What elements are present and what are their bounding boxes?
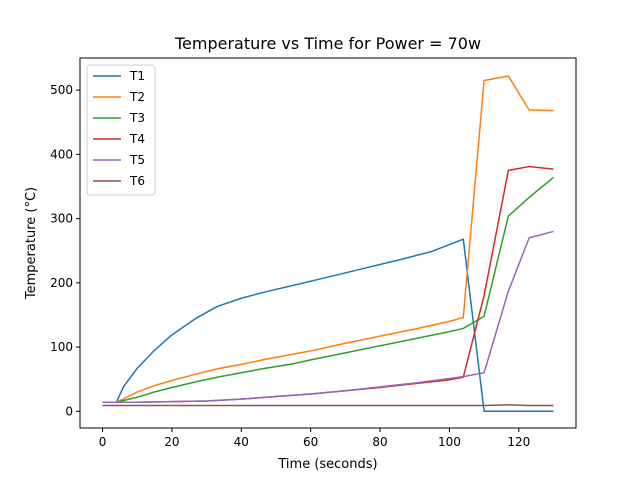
y-axis-label: Temperature (°C) <box>24 187 39 300</box>
x-tick-label: 120 <box>507 435 530 449</box>
y-tick-label: 0 <box>65 404 73 418</box>
x-tick-label: 60 <box>303 435 318 449</box>
series-line-t2 <box>102 75 554 404</box>
y-axis-ticks: 0 100 200 300 400 500 <box>50 83 80 418</box>
x-axis-label: Time (seconds) <box>277 457 377 472</box>
legend-label-t6: T6 <box>129 174 145 188</box>
legend-label-t4: T4 <box>129 132 145 146</box>
y-tick-label: 100 <box>50 340 73 354</box>
legend-label-t5: T5 <box>129 153 145 167</box>
plot-frame <box>79 57 577 429</box>
x-axis-ticks: 0 20 40 60 80 100 120 <box>99 428 530 449</box>
legend-label-t2: T2 <box>129 90 145 104</box>
x-tick-label: 0 <box>99 435 107 449</box>
x-tick-label: 20 <box>164 435 179 449</box>
chart-title: Temperature vs Time for Power = 70w <box>174 34 481 53</box>
plot-area <box>80 58 576 428</box>
x-tick-label: 40 <box>234 435 249 449</box>
series-line-t1 <box>102 238 554 413</box>
series-line-t3 <box>102 176 554 404</box>
y-tick-label: 500 <box>50 83 73 97</box>
legend: T1 T2 T3 T4 T5 T6 <box>86 64 156 196</box>
legend-label-t1: T1 <box>129 69 145 83</box>
y-tick-label: 400 <box>50 147 73 161</box>
x-tick-label: 100 <box>438 435 461 449</box>
series-line-t6 <box>102 404 554 407</box>
x-tick-label: 80 <box>372 435 387 449</box>
y-tick-label: 300 <box>50 212 73 226</box>
legend-label-t3: T3 <box>129 111 145 125</box>
series-layer <box>102 75 554 413</box>
series-line-t5 <box>102 230 554 404</box>
y-tick-label: 200 <box>50 276 73 290</box>
